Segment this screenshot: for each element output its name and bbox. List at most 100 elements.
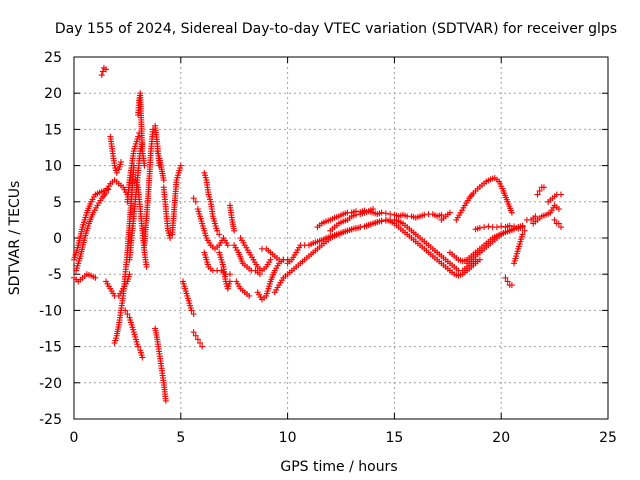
data-point [511, 223, 518, 230]
series-t44 [511, 227, 528, 267]
series-t14 [141, 122, 163, 249]
series-t12 [135, 90, 148, 169]
series-t33 [271, 235, 334, 296]
series-t9 [122, 307, 146, 361]
series-t6 [103, 271, 133, 299]
series-t18 [179, 278, 197, 318]
data-point [352, 211, 359, 218]
data-point [214, 227, 221, 234]
x-tick-label: 5 [176, 430, 185, 446]
data-point [485, 223, 492, 230]
series-t27 [233, 278, 253, 299]
data-point [92, 274, 99, 281]
data-point [197, 339, 204, 346]
series-t20 [190, 195, 199, 205]
data-point [226, 278, 233, 285]
data-point [190, 195, 197, 202]
series-t5 [103, 177, 131, 198]
series-t19 [190, 329, 206, 350]
data-point [438, 211, 445, 218]
data-point [508, 282, 515, 289]
data-point [476, 256, 483, 263]
series-t39 [464, 222, 526, 267]
series-t47 [545, 191, 565, 205]
data-point [103, 66, 110, 73]
data-point [199, 343, 206, 350]
series-t46 [530, 202, 562, 227]
data-point [192, 332, 199, 339]
series-t4 [98, 64, 110, 79]
data-point [284, 256, 291, 263]
series-t2 [73, 190, 110, 274]
y-tick-label: -15 [39, 340, 62, 356]
data-point [190, 311, 197, 318]
data-point [194, 336, 201, 343]
series-t17 [160, 162, 184, 241]
data-point [481, 224, 488, 231]
data-point [555, 206, 562, 213]
data-point [267, 256, 274, 263]
series-t41 [472, 222, 526, 233]
y-tick-label: 5 [53, 195, 62, 211]
series-t35 [327, 206, 377, 234]
data-point [519, 223, 526, 230]
data-point [226, 271, 233, 278]
series-t23 [201, 249, 233, 278]
data-point [504, 278, 511, 285]
data-point [143, 263, 150, 270]
series-t16 [154, 148, 167, 184]
data-point [382, 210, 389, 217]
data-point [558, 191, 565, 198]
series-t36 [327, 216, 479, 274]
data-point [167, 235, 174, 241]
data-point [502, 274, 509, 281]
y-axis-label: SDTVAR / TECUs [7, 181, 23, 296]
series-t40 [453, 174, 515, 223]
grid-layer [74, 57, 608, 419]
data-point [113, 169, 120, 176]
data-point [498, 223, 505, 230]
data-point [216, 231, 223, 238]
data-point [192, 198, 199, 205]
data-point [370, 206, 377, 213]
data-point [135, 343, 142, 350]
y-tick-label: 15 [44, 122, 62, 138]
series-t26 [231, 242, 263, 278]
x-tick-label: 0 [70, 430, 79, 446]
series-t21 [194, 206, 231, 252]
series-t48 [523, 213, 539, 223]
data-point [476, 224, 483, 231]
series-t7 [107, 133, 124, 176]
data-point [231, 227, 238, 234]
data-point [521, 227, 528, 234]
y-tick-label: -25 [39, 412, 62, 428]
data-point [190, 329, 197, 336]
x-axis-label: GPS time / hours [280, 459, 397, 475]
series-t43 [502, 274, 515, 289]
series-t22 [201, 169, 223, 238]
data-point [551, 216, 558, 223]
y-tick-label: 0 [53, 231, 62, 247]
series-t13 [132, 177, 150, 270]
x-tick-label: 10 [279, 430, 297, 446]
data-point [555, 220, 562, 227]
series-t24 [216, 249, 233, 292]
data-point [506, 222, 513, 229]
data-point [99, 68, 106, 75]
data-point [378, 217, 385, 224]
data-points-layer [71, 64, 565, 404]
x-tick-label: 20 [492, 430, 510, 446]
series-t42 [438, 209, 453, 223]
y-tick-label: -20 [39, 376, 62, 392]
data-point [378, 209, 385, 216]
data-point [141, 162, 148, 169]
series-t30 [284, 242, 308, 267]
series-t32 [258, 245, 274, 256]
y-tick-label: 10 [44, 159, 62, 175]
series-t45 [534, 184, 547, 198]
data-point [122, 307, 129, 314]
data-point [493, 224, 500, 231]
data-point [387, 211, 394, 218]
data-point [532, 213, 539, 220]
data-point [124, 311, 131, 318]
